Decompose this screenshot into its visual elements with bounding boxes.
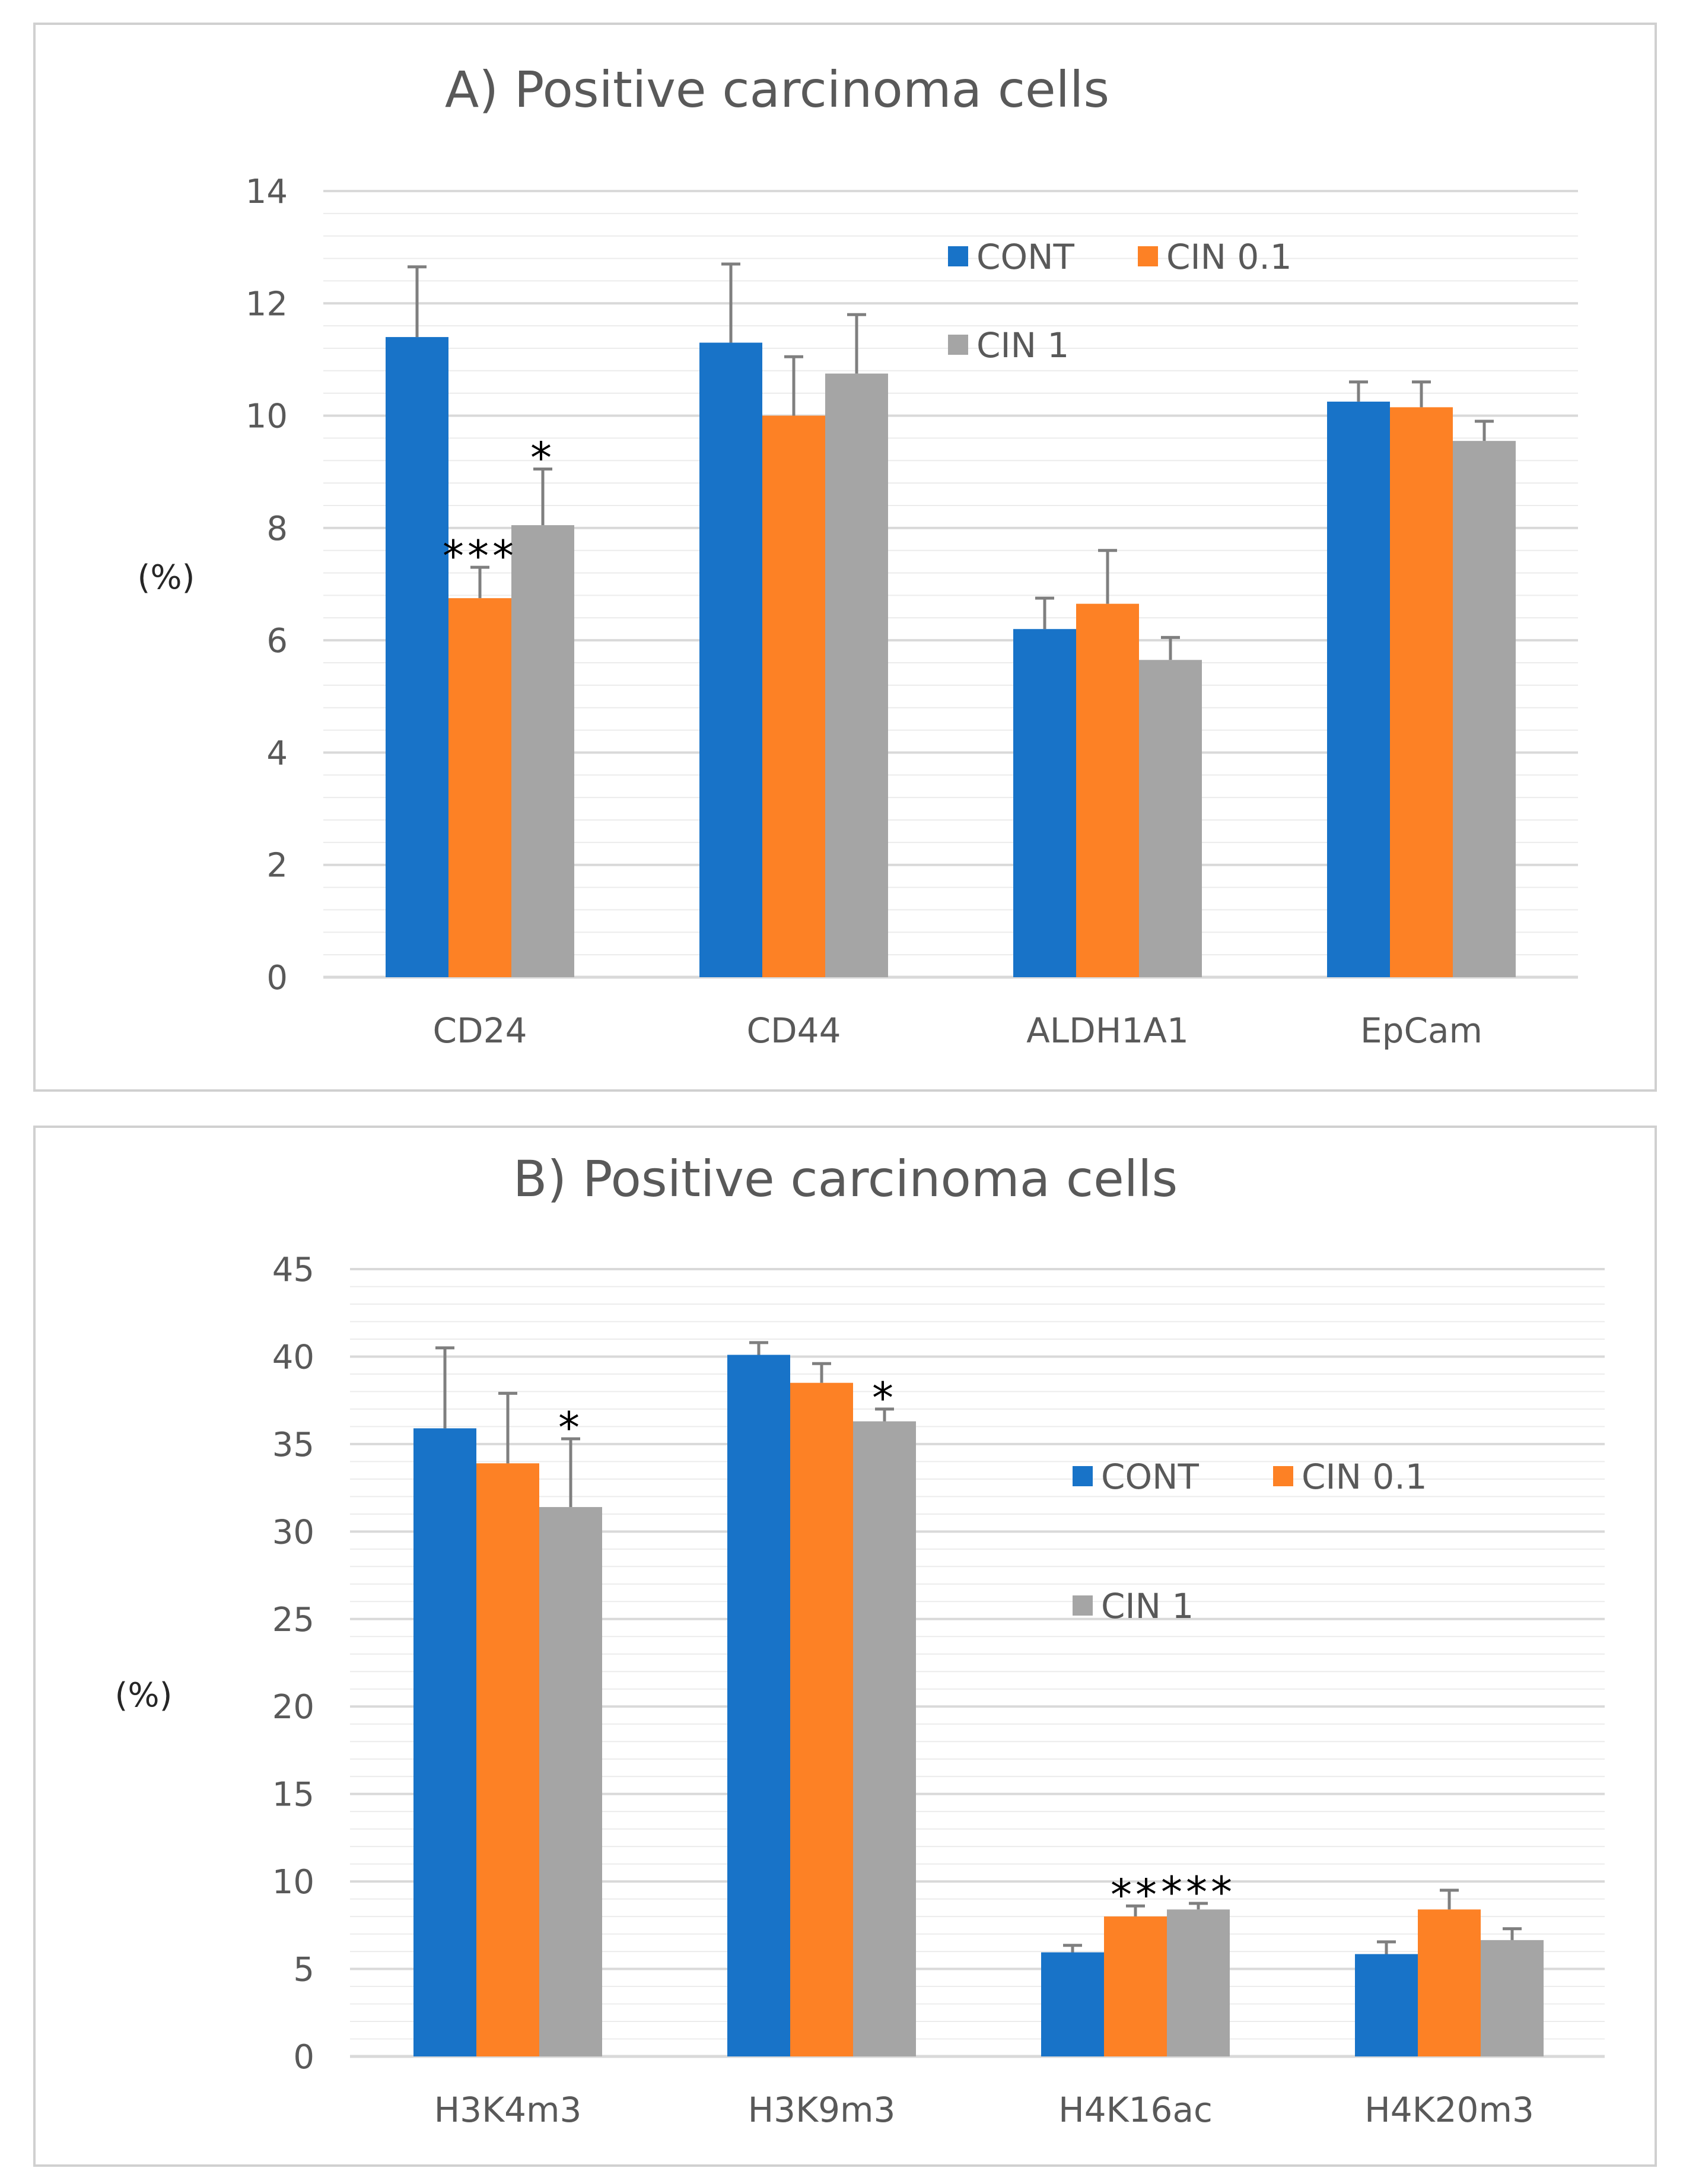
bar-aldh1a1-cin-1	[1139, 660, 1202, 977]
bar-h4k16ac-cin-0-1	[1104, 1916, 1167, 2056]
bar-h4k20m3-cin-1	[1481, 1940, 1544, 2056]
legend-swatch-cin-0-1	[1273, 1466, 1293, 1486]
chart-a-y-tick-label: 2	[266, 847, 288, 885]
legend-swatch-cin-1	[1073, 1595, 1093, 1616]
chart-a-x-tick-label: CD44	[747, 1010, 841, 1051]
chart-b-y-tick-label: 20	[272, 1688, 314, 1727]
chart-b-svg: B) Positive carcinoma cells (%) 0 5 10 15 20…	[115, 1150, 1605, 2130]
chart-a-y-tick-label: 0	[266, 959, 288, 997]
chart-a-x-ticks: CD24 CD44 ALDH1A1 EpCam	[433, 1010, 1482, 1051]
bar-h4k20m3-cin-0-1	[1418, 1909, 1481, 2056]
bar-cd24-cont	[386, 337, 448, 977]
chart-b-x-tick-label: H3K4m3	[434, 2090, 582, 2130]
chart-b-x-tick-label: H3K9m3	[748, 2090, 896, 2130]
significance-marker: **	[1111, 1870, 1160, 1919]
chart-b-y-label: (%)	[115, 1676, 173, 1715]
bar-epcam-cin-0-1	[1390, 407, 1453, 977]
bar-h4k16ac-cin-1	[1167, 1909, 1230, 2056]
legend-label-cont: CONT	[1101, 1457, 1200, 1497]
bar-cd44-cin-0-1	[762, 415, 825, 977]
bar-h3k4m3-cin-0-1	[476, 1463, 539, 2056]
chart-a-bars	[386, 262, 1516, 978]
chart-b-y-tick-label: 35	[272, 1426, 314, 1464]
chart-b-y-tick-label: 15	[272, 1776, 314, 1814]
legend-label-cin-0-1: CIN 0.1	[1302, 1457, 1427, 1497]
bar-aldh1a1-cont	[1013, 629, 1076, 977]
significance-marker: *	[872, 1373, 897, 1423]
bar-h3k9m3-cont	[727, 1355, 790, 2056]
chart-b-y-tick-label: 45	[272, 1251, 314, 1289]
chart-panel-b: B) Positive carcinoma cells (%) 0 5 10 15 20…	[33, 1126, 1657, 2167]
legend-label-cin-1: CIN 1	[1101, 1586, 1194, 1626]
chart-b-x-tick-label: H4K16ac	[1058, 2090, 1213, 2130]
bar-aldh1a1-cin-0-1	[1076, 603, 1139, 977]
chart-b-x-ticks: H3K4m3 H3K9m3 H4K16ac H4K20m3	[434, 2090, 1534, 2130]
chart-b-y-tick-label: 40	[272, 1338, 314, 1376]
bar-h3k4m3-cont	[413, 1428, 476, 2056]
bar-epcam-cin-1	[1453, 441, 1516, 977]
legend-label-cont: CONT	[976, 237, 1075, 277]
chart-a-y-ticks: 0 2 4 6 8 10 12 14	[246, 173, 288, 997]
significance-marker: ***	[1161, 1867, 1236, 1917]
legend-label-cin-1: CIN 1	[976, 325, 1069, 365]
legend-swatch-cin-0-1	[1138, 246, 1158, 266]
chart-a-y-tick-label: 12	[246, 285, 288, 323]
chart-b-legend: CONT CIN 0.1 CIN 1	[1073, 1457, 1427, 1626]
bar-h3k4m3-cin-1	[539, 1507, 602, 2056]
bar-h4k20m3-cont	[1355, 1954, 1418, 2056]
bar-cd44-cont	[699, 342, 762, 978]
chart-a-significance: ****	[443, 433, 555, 581]
bar-cd24-cin-0-1	[448, 598, 511, 977]
chart-a-y-tick-label: 4	[266, 734, 288, 772]
chart-b-significance: **** ***	[558, 1373, 1236, 1919]
legend-label-cin-0-1: CIN 0.1	[1166, 237, 1292, 277]
significance-marker: *	[558, 1403, 583, 1452]
legend-swatch-cont	[1073, 1466, 1093, 1486]
chart-a-title: A) Positive carcinoma cells	[445, 61, 1109, 119]
chart-panel-a: A) Positive carcinoma cells (%) 0 2 4 6 8 10 1…	[33, 23, 1657, 1092]
legend-swatch-cont	[948, 246, 968, 266]
chart-b-y-tick-label: 25	[272, 1601, 314, 1639]
bar-h4k16ac-cont	[1041, 1952, 1104, 2056]
chart-b-y-ticks: 0 5 10 15 20 25 30 35 40 45	[272, 1251, 314, 2077]
chart-a-y-tick-label: 8	[266, 510, 288, 548]
significance-marker: ***	[443, 531, 517, 581]
chart-b-y-tick-label: 10	[272, 1863, 314, 1902]
chart-a-legend: CONT CIN 0.1 CIN 1	[948, 237, 1292, 365]
bar-cd44-cin-1	[825, 373, 888, 977]
chart-a-y-label: (%)	[138, 558, 195, 597]
chart-b-y-tick-label: 30	[272, 1513, 314, 1552]
bar-h3k9m3-cin-1	[853, 1421, 916, 2056]
legend-swatch-cin-1	[948, 335, 968, 355]
significance-marker: *	[530, 433, 555, 482]
chart-a-y-tick-label: 6	[266, 622, 288, 660]
bar-epcam-cont	[1327, 401, 1390, 977]
chart-b-y-tick-label: 5	[293, 1951, 314, 1989]
chart-b-y-tick-label: 0	[293, 2038, 314, 2077]
bar-h3k9m3-cin-0-1	[790, 1382, 853, 2056]
chart-b-title: B) Positive carcinoma cells	[513, 1150, 1178, 1208]
chart-a-y-tick-label: 10	[246, 398, 288, 436]
chart-a-x-tick-label: EpCam	[1360, 1010, 1482, 1051]
chart-b-bars	[413, 1341, 1544, 2056]
chart-a-svg: A) Positive carcinoma cells (%) 0 2 4 6 8 10 1…	[138, 61, 1578, 1051]
chart-a-y-tick-label: 14	[246, 173, 288, 211]
chart-b-x-tick-label: H4K20m3	[1364, 2090, 1534, 2130]
chart-a-x-tick-label: ALDH1A1	[1026, 1010, 1189, 1051]
chart-a-x-tick-label: CD24	[433, 1010, 527, 1051]
bar-cd24-cin-1	[511, 525, 574, 977]
